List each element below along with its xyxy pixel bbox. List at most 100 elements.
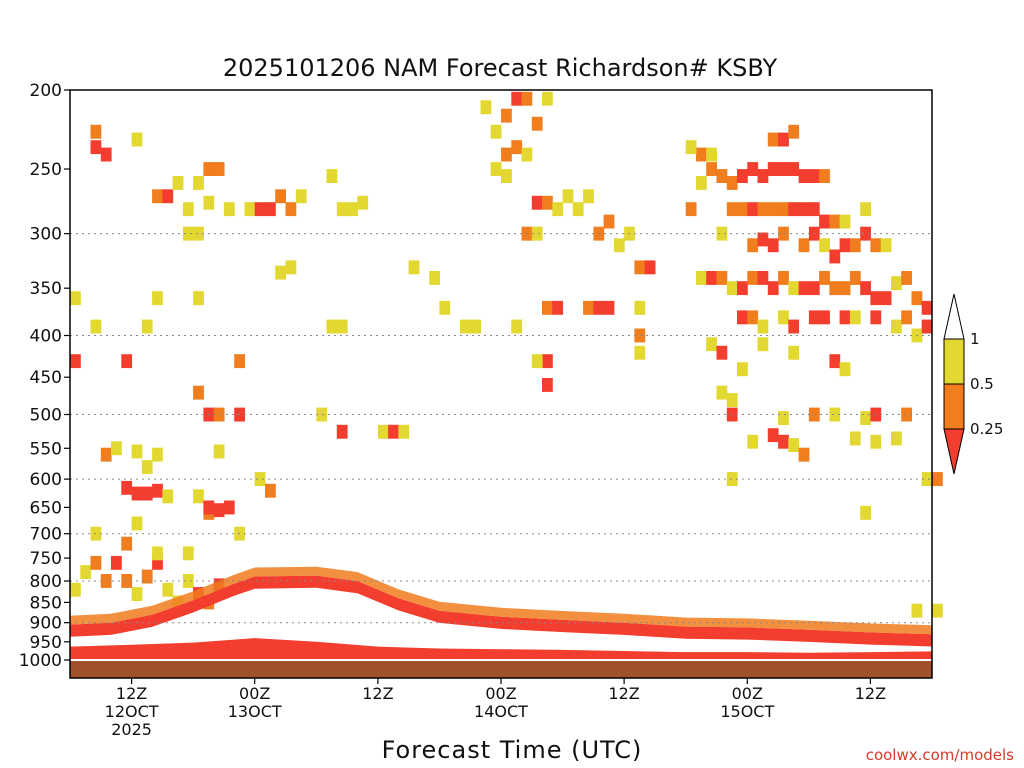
heatmap-cell: [511, 140, 523, 155]
heatmap-cell: [767, 238, 779, 253]
heatmap-cell: [162, 189, 174, 204]
heatmap-cell: [193, 291, 204, 306]
heatmap-cell: [706, 271, 717, 285]
heatmap-cell: [254, 202, 266, 217]
heatmap-cell: [408, 260, 420, 275]
heatmap-cell: [213, 444, 225, 459]
heatmap-cell: [511, 91, 523, 106]
legend-swatch-0-5-to-1: [943, 338, 965, 385]
heatmap-cell: [542, 91, 553, 106]
heatmap-cell: [798, 447, 810, 462]
heatmap-cell: [767, 132, 779, 147]
heatmap-cell: [829, 281, 841, 296]
heatmap-cell: [121, 354, 133, 369]
heatmap-cell: [501, 147, 512, 162]
heatmap-cell: [562, 189, 574, 204]
heatmap-cell: [70, 291, 81, 306]
heatmap-cell: [542, 195, 553, 210]
credit-text: coolwx.com/models: [866, 746, 1014, 764]
y-tick-label: 1000: [19, 651, 62, 671]
heatmap-cell: [521, 91, 533, 106]
heatmap-cell: [747, 271, 759, 285]
heatmap-cell: [716, 345, 728, 360]
heatmap-cell: [757, 337, 769, 352]
heatmap-cell: [747, 162, 759, 176]
heatmap-cell: [911, 291, 923, 306]
heatmap-cell: [234, 354, 245, 369]
heatmap-cell: [223, 202, 235, 217]
heatmap-cell: [542, 300, 553, 315]
heatmap-cell: [891, 319, 902, 334]
heatmap-cell: [531, 226, 543, 241]
heatmap-cell: [921, 319, 933, 334]
heatmap-cell: [193, 385, 204, 400]
heatmap-cell: [747, 310, 759, 325]
heatmap-cell: [460, 319, 471, 334]
heatmap-cell: [696, 271, 707, 285]
heatmap-cell: [870, 238, 882, 253]
heatmap-cell: [552, 202, 564, 217]
heatmap-cell: [265, 483, 276, 498]
heatmap-cell: [552, 300, 564, 315]
y-tick-label: 850: [30, 593, 62, 613]
x-tick-label: 13OCT: [228, 702, 282, 721]
heatmap-cell: [275, 265, 286, 280]
heatmap-cell: [111, 441, 122, 456]
heatmap-cell: [778, 310, 789, 325]
heatmap-cell: [788, 202, 800, 217]
heatmap-cell: [501, 169, 512, 183]
heatmap-cell: [860, 226, 871, 241]
heatmap-cell: [778, 411, 789, 425]
heatmap-cell: [757, 202, 769, 217]
heatmap-cell: [90, 555, 102, 570]
low-ri-band: [70, 575, 932, 647]
heatmap-cell: [829, 214, 841, 229]
heatmap-cell: [757, 169, 769, 183]
heatmap-cell: [767, 281, 779, 296]
heatmap-cell: [808, 169, 820, 183]
heatmap-cell: [316, 407, 328, 422]
heatmap-cell: [295, 189, 307, 204]
heatmap-cell: [634, 260, 646, 275]
heatmap-cell: [501, 108, 512, 123]
heatmap-cell: [849, 271, 861, 285]
heatmap-cell: [203, 162, 215, 176]
heatmap-cell: [182, 546, 194, 561]
heatmap-cell: [839, 214, 851, 229]
heatmap-cell: [808, 310, 820, 325]
heatmap-cell: [111, 555, 122, 570]
heatmap-cell: [182, 574, 194, 588]
heatmap-cell: [531, 195, 543, 210]
heatmap-cell: [152, 447, 163, 462]
heatmap-cell: [121, 574, 133, 588]
heatmap-cell: [726, 393, 738, 407]
heatmap-cell: [778, 271, 789, 285]
heatmap-cell: [398, 424, 410, 439]
heatmap-cell: [162, 582, 174, 597]
x-tick-label: 00Z: [239, 684, 270, 703]
heatmap-cell: [644, 260, 656, 275]
heatmap-cell: [377, 424, 389, 439]
heatmap-cell: [747, 238, 759, 253]
y-tick-label: 550: [30, 439, 62, 459]
x-tick-label: 12Z: [855, 684, 886, 703]
heatmap-cell: [819, 271, 830, 285]
heatmap-cell: [152, 483, 163, 498]
heatmap-cell: [121, 480, 133, 495]
heatmap-cell: [336, 319, 348, 334]
heatmap-cell: [860, 505, 871, 520]
heatmap-cell: [726, 202, 738, 217]
heatmap-cell: [213, 503, 225, 518]
y-tick-label: 750: [30, 549, 62, 569]
heatmap-cell: [839, 238, 851, 253]
heatmap-cell: [901, 310, 912, 325]
heatmap-cell: [388, 424, 399, 439]
heatmap-cell: [737, 202, 748, 217]
heatmap-cell: [131, 486, 143, 501]
heatmap-cell: [572, 202, 584, 217]
heatmap-cell: [880, 291, 892, 306]
legend: 1 0.5 0.25: [943, 293, 1003, 475]
heatmap-cell: [685, 140, 697, 155]
